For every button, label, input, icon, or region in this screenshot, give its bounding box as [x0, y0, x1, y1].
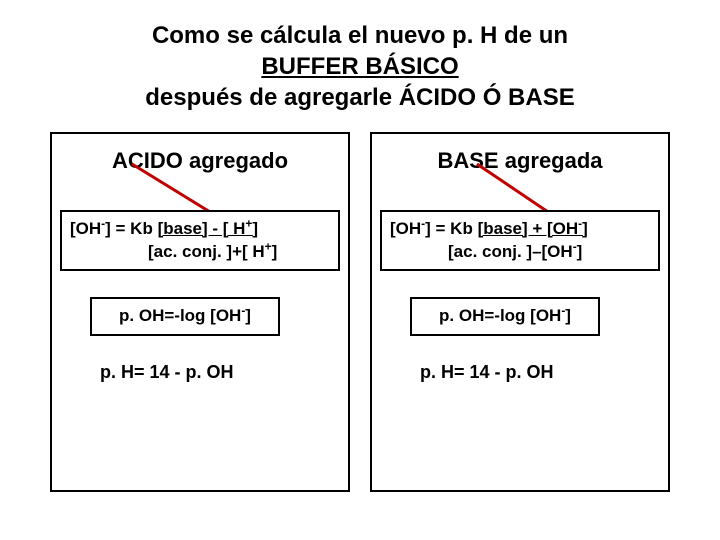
- ph-acid: p. H= 14 - p. OH: [100, 362, 340, 383]
- f1i: ]: [272, 242, 278, 261]
- formula-base: [OH-] = Kb [base] + [OH-] [ac. conj. ]–[…: [380, 210, 660, 272]
- slide-title: Como se cálcula el nuevo p. H de un BUFF…: [40, 20, 680, 114]
- f1d: [base] - [ H: [158, 219, 246, 238]
- p2a: p. OH=-log [OH: [439, 306, 561, 325]
- column-acid-header: ACIDO agregado: [60, 148, 340, 174]
- p1c: ]: [245, 306, 251, 325]
- poh-base: p. OH=-log [OH-]: [410, 297, 600, 336]
- p1a: p. OH=-log [OH: [119, 306, 241, 325]
- f1f: ]: [252, 219, 258, 238]
- f2d: [base] + [OH: [478, 219, 579, 238]
- f1a: [OH: [70, 219, 101, 238]
- title-line2: BUFFER BÁSICO: [261, 53, 458, 80]
- title-line1: Como se cálcula el nuevo p. H de un: [152, 22, 568, 49]
- f2a: [OH: [390, 219, 421, 238]
- poh-acid: p. OH=-log [OH-]: [90, 297, 280, 336]
- ph-base: p. H= 14 - p. OH: [420, 362, 660, 383]
- f1h: +: [265, 239, 272, 253]
- f1c: ] = Kb: [105, 219, 157, 238]
- f2c: ] = Kb: [425, 219, 477, 238]
- p2c: ]: [565, 306, 571, 325]
- column-base: BASE agregada [OH-] = Kb [base] + [OH-] …: [370, 132, 670, 492]
- title-line3: después de agregarle ÁCIDO Ó BASE: [145, 84, 574, 111]
- slide: Como se cálcula el nuevo p. H de un BUFF…: [0, 0, 720, 540]
- columns-wrapper: ACIDO agregado [OH-] = Kb [base] - [ H+]…: [40, 132, 680, 492]
- f1g: [ac. conj. ]+[ H: [148, 242, 265, 261]
- formula-acid: [OH-] = Kb [base] - [ H+] [ac. conj. ]+[…: [60, 210, 340, 272]
- column-base-header: BASE agregada: [380, 148, 660, 174]
- column-acid: ACIDO agregado [OH-] = Kb [base] - [ H+]…: [50, 132, 350, 492]
- f2f: ]: [582, 219, 588, 238]
- f2g: [ac. conj. ]–[OH: [448, 242, 573, 261]
- f2i: ]: [577, 242, 583, 261]
